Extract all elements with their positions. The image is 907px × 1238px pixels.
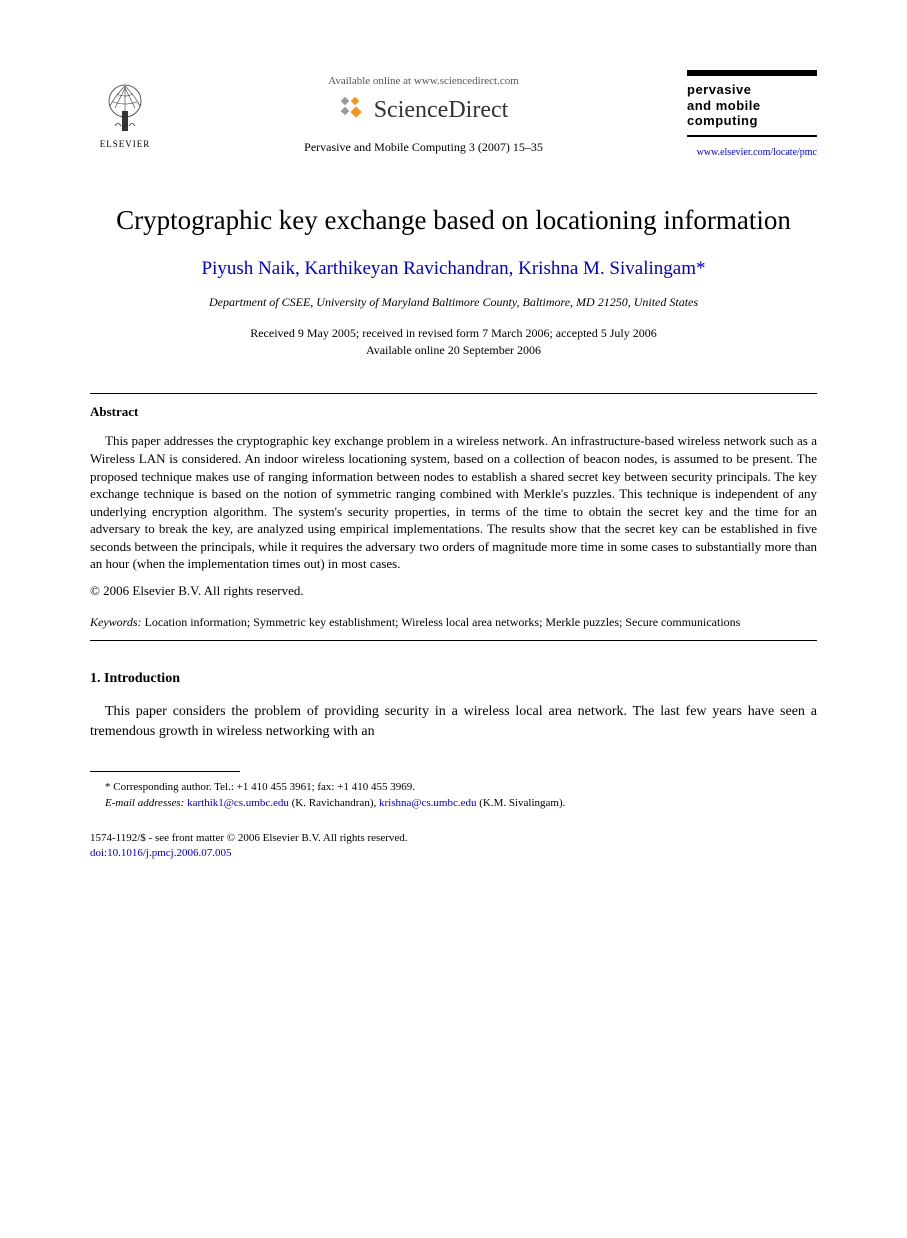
introduction-heading: 1. Introduction xyxy=(90,671,817,687)
paper-title: Cryptographic key exchange based on loca… xyxy=(90,203,817,238)
email-name-1: (K. Ravichandran), xyxy=(289,797,379,809)
journal-name-line1: pervasive xyxy=(687,82,817,98)
sciencedirect-logo: ScienceDirect xyxy=(160,95,687,125)
abstract-heading: Abstract xyxy=(90,404,817,420)
journal-name-line3: computing xyxy=(687,113,817,129)
elsevier-tree-icon xyxy=(95,76,155,136)
journal-citation: Pervasive and Mobile Computing 3 (2007) … xyxy=(160,140,687,155)
email-link-1[interactable]: karthik1@cs.umbc.edu xyxy=(187,797,289,809)
bottom-info: 1574-1192/$ - see front matter © 2006 El… xyxy=(90,831,817,862)
journal-logo: pervasive and mobile computing www.elsev… xyxy=(687,70,817,158)
sciencedirect-text: ScienceDirect xyxy=(374,97,509,124)
authors-text[interactable]: Piyush Naik, Karthikeyan Ravichandran, K… xyxy=(202,258,696,279)
corresponding-asterisk: * xyxy=(696,258,706,279)
footnote-emails: E-mail addresses: karthik1@cs.umbc.edu (… xyxy=(90,796,817,811)
sciencedirect-block: Available online at www.sciencedirect.co… xyxy=(160,70,687,155)
doi-link[interactable]: doi:10.1016/j.pmcj.2006.07.005 xyxy=(90,846,817,861)
footnote-corresponding: * Corresponding author. Tel.: +1 410 455… xyxy=(90,780,817,795)
journal-name-line2: and mobile xyxy=(687,98,817,114)
keywords-label: Keywords: xyxy=(90,615,142,629)
journal-url-link[interactable]: www.elsevier.com/locate/pmc xyxy=(687,147,817,158)
abstract-copyright: © 2006 Elsevier B.V. All rights reserved… xyxy=(90,583,817,599)
email-label: E-mail addresses: xyxy=(105,797,184,809)
sciencedirect-icon xyxy=(339,95,369,125)
dates-available: Available online 20 September 2006 xyxy=(90,342,817,359)
email-link-2[interactable]: krishna@cs.umbc.edu xyxy=(379,797,477,809)
dates-received: Received 9 May 2005; received in revised… xyxy=(90,325,817,342)
elsevier-logo: ELSEVIER xyxy=(90,70,160,155)
issn-line: 1574-1192/$ - see front matter © 2006 El… xyxy=(90,831,817,846)
journal-logo-box: pervasive and mobile computing xyxy=(687,70,817,137)
divider-bottom xyxy=(90,640,817,641)
introduction-text: This paper considers the problem of prov… xyxy=(90,702,817,741)
available-online-text: Available online at www.sciencedirect.co… xyxy=(160,75,687,87)
affiliation: Department of CSEE, University of Maryla… xyxy=(90,295,817,310)
abstract-text: This paper addresses the cryptographic k… xyxy=(90,432,817,572)
elsevier-label: ELSEVIER xyxy=(100,139,151,149)
keywords-line: Keywords: Location information; Symmetri… xyxy=(90,614,817,630)
footnote-divider xyxy=(90,771,240,772)
dates-block: Received 9 May 2005; received in revised… xyxy=(90,325,817,359)
authors-line: Piyush Naik, Karthikeyan Ravichandran, K… xyxy=(90,258,817,280)
keywords-text: Location information; Symmetric key esta… xyxy=(142,615,741,629)
header-row: ELSEVIER Available online at www.science… xyxy=(90,70,817,158)
divider-top xyxy=(90,393,817,394)
email-name-2: (K.M. Sivalingam). xyxy=(476,797,565,809)
